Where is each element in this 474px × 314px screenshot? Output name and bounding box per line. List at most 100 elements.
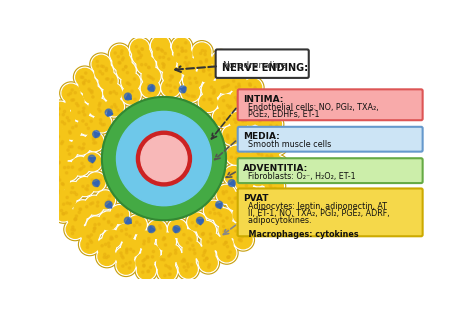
Circle shape	[125, 66, 127, 68]
Circle shape	[259, 103, 261, 105]
Circle shape	[133, 225, 136, 227]
Circle shape	[141, 48, 143, 50]
Circle shape	[241, 236, 243, 238]
Circle shape	[270, 208, 272, 210]
Circle shape	[59, 142, 77, 160]
Circle shape	[113, 90, 115, 93]
Circle shape	[216, 201, 223, 208]
Circle shape	[178, 259, 198, 279]
Circle shape	[62, 114, 64, 116]
Circle shape	[152, 43, 173, 63]
Circle shape	[139, 77, 162, 100]
Circle shape	[249, 168, 267, 186]
Circle shape	[109, 92, 111, 94]
Circle shape	[236, 99, 238, 101]
Circle shape	[264, 116, 282, 133]
Circle shape	[214, 241, 217, 243]
Circle shape	[218, 220, 238, 240]
Circle shape	[115, 215, 118, 217]
Circle shape	[143, 265, 145, 267]
Circle shape	[248, 96, 250, 99]
Circle shape	[211, 106, 234, 128]
Circle shape	[48, 150, 68, 170]
Circle shape	[98, 71, 118, 91]
Circle shape	[150, 35, 171, 56]
Circle shape	[252, 187, 273, 207]
Circle shape	[161, 78, 181, 98]
Circle shape	[200, 61, 202, 63]
Circle shape	[57, 192, 59, 194]
Circle shape	[227, 146, 245, 164]
Circle shape	[56, 156, 59, 158]
Circle shape	[85, 196, 103, 214]
Circle shape	[177, 258, 200, 280]
Circle shape	[207, 241, 209, 243]
Circle shape	[92, 142, 95, 144]
Circle shape	[112, 52, 132, 72]
Circle shape	[107, 78, 109, 80]
Circle shape	[236, 173, 254, 191]
Circle shape	[214, 212, 216, 215]
Circle shape	[176, 46, 179, 48]
Circle shape	[257, 127, 277, 147]
Circle shape	[229, 74, 246, 92]
Circle shape	[193, 95, 195, 98]
Circle shape	[142, 271, 144, 273]
Circle shape	[200, 231, 222, 253]
Circle shape	[232, 229, 255, 251]
Circle shape	[97, 210, 119, 232]
Circle shape	[186, 263, 189, 265]
Circle shape	[61, 142, 63, 145]
Circle shape	[250, 146, 270, 166]
Circle shape	[251, 147, 269, 165]
Circle shape	[235, 157, 237, 159]
Circle shape	[225, 66, 227, 68]
Circle shape	[58, 141, 78, 161]
Text: PGE₂, EDHFs, ET-1: PGE₂, EDHFs, ET-1	[243, 110, 319, 119]
Circle shape	[252, 212, 255, 214]
Circle shape	[57, 190, 77, 210]
Circle shape	[117, 214, 119, 216]
Circle shape	[233, 118, 236, 121]
Circle shape	[252, 220, 255, 223]
Circle shape	[269, 173, 271, 175]
Circle shape	[98, 238, 115, 256]
Circle shape	[162, 79, 180, 96]
Circle shape	[181, 260, 183, 262]
Circle shape	[109, 195, 111, 197]
Circle shape	[101, 81, 124, 104]
Circle shape	[152, 37, 169, 54]
Circle shape	[168, 58, 170, 60]
Circle shape	[125, 65, 127, 68]
Circle shape	[148, 237, 150, 240]
Circle shape	[237, 98, 239, 100]
Circle shape	[148, 226, 155, 233]
Circle shape	[202, 199, 225, 221]
Circle shape	[248, 83, 251, 85]
Circle shape	[102, 97, 226, 220]
Circle shape	[83, 83, 85, 85]
Circle shape	[149, 76, 151, 78]
Circle shape	[220, 66, 222, 68]
Circle shape	[255, 176, 257, 178]
Circle shape	[140, 63, 143, 66]
Circle shape	[182, 69, 204, 91]
Circle shape	[216, 92, 238, 115]
Circle shape	[236, 151, 238, 154]
Circle shape	[191, 50, 214, 72]
Circle shape	[105, 201, 112, 208]
FancyBboxPatch shape	[237, 89, 423, 120]
Circle shape	[155, 254, 176, 274]
Circle shape	[196, 81, 198, 84]
Circle shape	[72, 127, 74, 129]
Circle shape	[125, 228, 128, 230]
Circle shape	[210, 59, 233, 81]
Circle shape	[188, 213, 206, 231]
Circle shape	[211, 51, 231, 71]
Circle shape	[222, 112, 224, 115]
Circle shape	[209, 74, 211, 76]
Circle shape	[228, 73, 248, 93]
Circle shape	[164, 244, 167, 246]
Circle shape	[244, 79, 262, 97]
Circle shape	[195, 219, 218, 242]
